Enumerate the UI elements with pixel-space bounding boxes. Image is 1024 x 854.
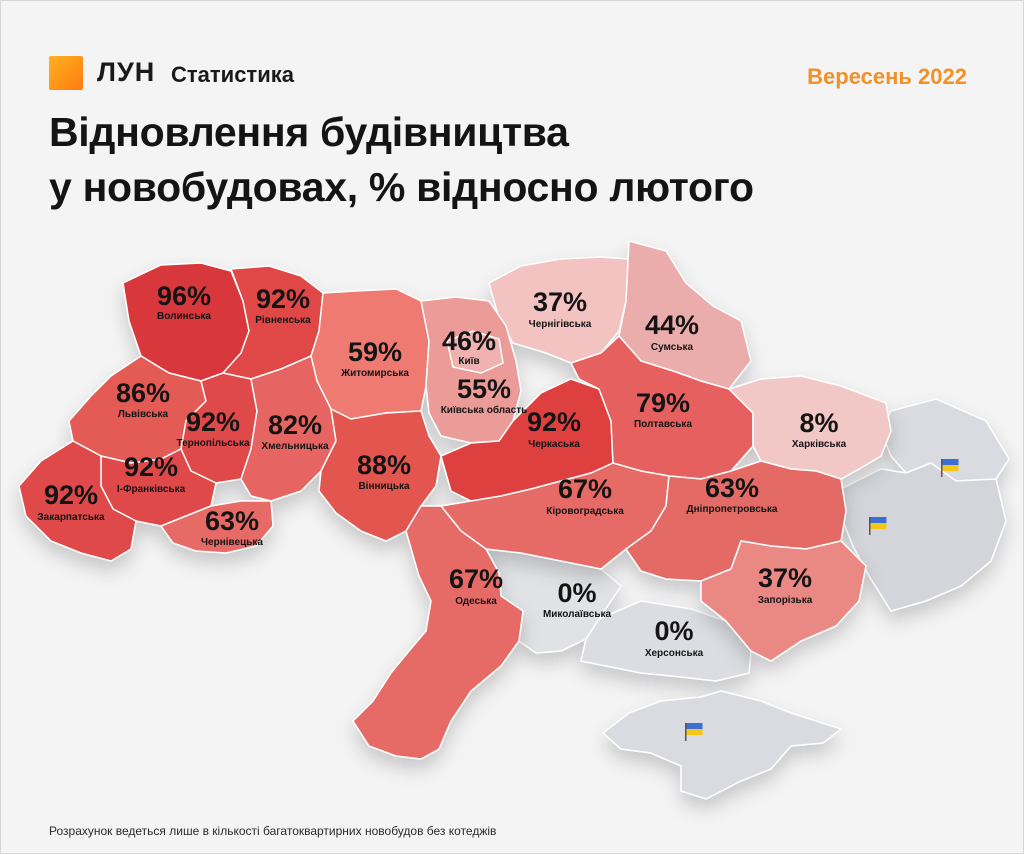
name-dnipropetrovska: Дніпропетровська xyxy=(687,504,778,515)
label-zakarpatska: 92% Закарпатська xyxy=(37,480,105,523)
pct-chernihivska: 37% xyxy=(533,287,587,317)
label-kyivska: 55% Київська область xyxy=(441,374,528,416)
label-zaporizka: 37% Запорізька xyxy=(758,563,813,606)
region-shape-chernihivska xyxy=(488,256,630,364)
brand-product: Статистика xyxy=(171,62,294,87)
name-cherkaska: Черкаська xyxy=(528,439,580,450)
label-odeska: 67% Одеська xyxy=(449,564,503,607)
pct-lvivska: 86% xyxy=(116,378,170,408)
name-lvivska: Львівська xyxy=(118,409,169,420)
name-ivano-frankivska: І-Франківська xyxy=(117,484,186,495)
name-chernihivska: Чернігівська xyxy=(529,319,592,330)
flag-icon xyxy=(869,517,887,535)
pct-cherkaska: 92% xyxy=(527,407,581,437)
kherson-occupied-shape xyxy=(580,600,752,682)
pct-kirovohradska: 67% xyxy=(558,474,612,504)
name-khmelnytska: Хмельницька xyxy=(261,441,329,452)
name-ternopilska: Тернопільська xyxy=(176,438,249,449)
label-mykolaivska: 0% Миколаївська xyxy=(543,578,612,620)
region-labels: 96% Волинська 92% Рівненська 37% Чернігі… xyxy=(37,281,846,659)
pct-odeska: 67% xyxy=(449,564,503,594)
region-shape-zaporizka xyxy=(700,540,867,662)
footnote: Розрахунок ведеться лише в кількості баг… xyxy=(49,824,497,838)
label-kharkivska: 8% Харківська xyxy=(792,408,847,450)
name-volynska: Волинська xyxy=(157,311,211,322)
pct-poltavska: 79% xyxy=(636,388,690,418)
region-shape-khmelnytska xyxy=(240,354,337,502)
pct-dnipropetrovska: 63% xyxy=(705,473,759,503)
region-shape-zakarpatska xyxy=(18,440,137,562)
title-line-2: у новобудовах, % відносно лютого xyxy=(49,164,754,210)
period-label: Вересень 2022 xyxy=(807,64,967,89)
flags xyxy=(685,459,959,741)
label-kirovohradska: 67% Кіровоградська xyxy=(546,474,624,517)
pct-vinnytska: 88% xyxy=(357,450,411,480)
name-kyivska: Київська область xyxy=(441,404,528,416)
region-shape-odeska xyxy=(352,505,524,760)
label-khmelnytska: 82% Хмельницька xyxy=(261,410,329,452)
region-shape-ternopilska xyxy=(180,372,258,484)
name-kirovohradska: Кіровоградська xyxy=(546,506,624,517)
name-kyiv: Київ xyxy=(458,356,479,367)
name-chernivetska: Чернівецька xyxy=(201,537,263,548)
occupied-territories xyxy=(484,398,1010,800)
label-sumska: 44% Сумська xyxy=(645,310,699,353)
title-line-1: Відновлення будівництва xyxy=(49,109,569,155)
brand-name: ЛУН xyxy=(97,57,156,87)
pct-khmelnytska: 82% xyxy=(268,410,322,440)
label-vinnytska: 88% Вінницька xyxy=(357,450,411,492)
name-mykolaivska: Миколаївська xyxy=(543,609,612,620)
name-vinnytska: Вінницька xyxy=(358,481,410,492)
donetsk-region-shape xyxy=(840,462,1007,612)
name-kharkivska: Харківська xyxy=(792,439,847,450)
pct-kyiv: 46% xyxy=(442,326,496,356)
label-khersonska: 0% Херсонська xyxy=(645,616,704,659)
crimea-shape xyxy=(601,690,843,800)
pct-zakarpatska: 92% xyxy=(44,480,98,510)
pct-kyivska: 55% xyxy=(457,374,511,404)
pct-khersonska: 0% xyxy=(654,616,693,646)
pct-rivnenska: 92% xyxy=(256,284,310,314)
pct-volynska: 96% xyxy=(157,281,211,311)
lun-logo-icon xyxy=(49,56,83,90)
label-ivano-frankivska: 92% І-Франківська xyxy=(117,452,186,495)
name-odeska: Одеська xyxy=(455,596,497,607)
pct-kharkivska: 8% xyxy=(799,408,838,438)
label-lvivska: 86% Львівська xyxy=(116,378,170,420)
pct-zhytomyrska: 59% xyxy=(348,337,402,367)
pct-ivano-frankivska: 92% xyxy=(124,452,178,482)
name-poltavska: Полтавська xyxy=(634,419,692,430)
label-dnipropetrovska: 63% Дніпропетровська xyxy=(687,473,778,515)
label-kyiv: 46% Київ xyxy=(442,326,496,367)
page-title: Відновлення будівництва у новобудовах, %… xyxy=(49,105,754,215)
name-zakarpatska: Закарпатська xyxy=(37,512,105,523)
name-sumska: Сумська xyxy=(651,342,694,353)
pct-ternopilska: 92% xyxy=(186,407,240,437)
pct-chernivetska: 63% xyxy=(205,506,259,536)
regions-layer xyxy=(18,240,892,760)
name-zhytomyrska: Житомирська xyxy=(340,368,409,379)
region-shape-chernivetska xyxy=(159,500,274,554)
label-ternopilska: 92% Тернопільська xyxy=(176,407,249,449)
region-shape-poltavska xyxy=(569,334,754,480)
label-cherkaska: 92% Черкаська xyxy=(527,407,581,450)
flag-icon xyxy=(941,459,959,477)
label-chernihivska: 37% Чернігівська xyxy=(529,287,592,330)
label-volynska: 96% Волинська xyxy=(157,281,211,322)
pct-mykolaivska: 0% xyxy=(557,578,596,608)
label-zhytomyrska: 59% Житомирська xyxy=(340,337,409,379)
label-chernivetska: 63% Чернівецька xyxy=(201,506,263,548)
pct-sumska: 44% xyxy=(645,310,699,340)
region-shape-kharkivska xyxy=(727,375,892,480)
region-shape-kyiv-city xyxy=(446,330,504,374)
flag-icon xyxy=(685,723,703,741)
label-poltavska: 79% Полтавська xyxy=(634,388,692,430)
pct-zaporizka: 37% xyxy=(758,563,812,593)
name-zaporizka: Запорізька xyxy=(758,595,813,606)
name-khersonska: Херсонська xyxy=(645,648,704,659)
label-rivnenska: 92% Рівненська xyxy=(255,284,311,326)
name-rivnenska: Рівненська xyxy=(255,315,311,326)
